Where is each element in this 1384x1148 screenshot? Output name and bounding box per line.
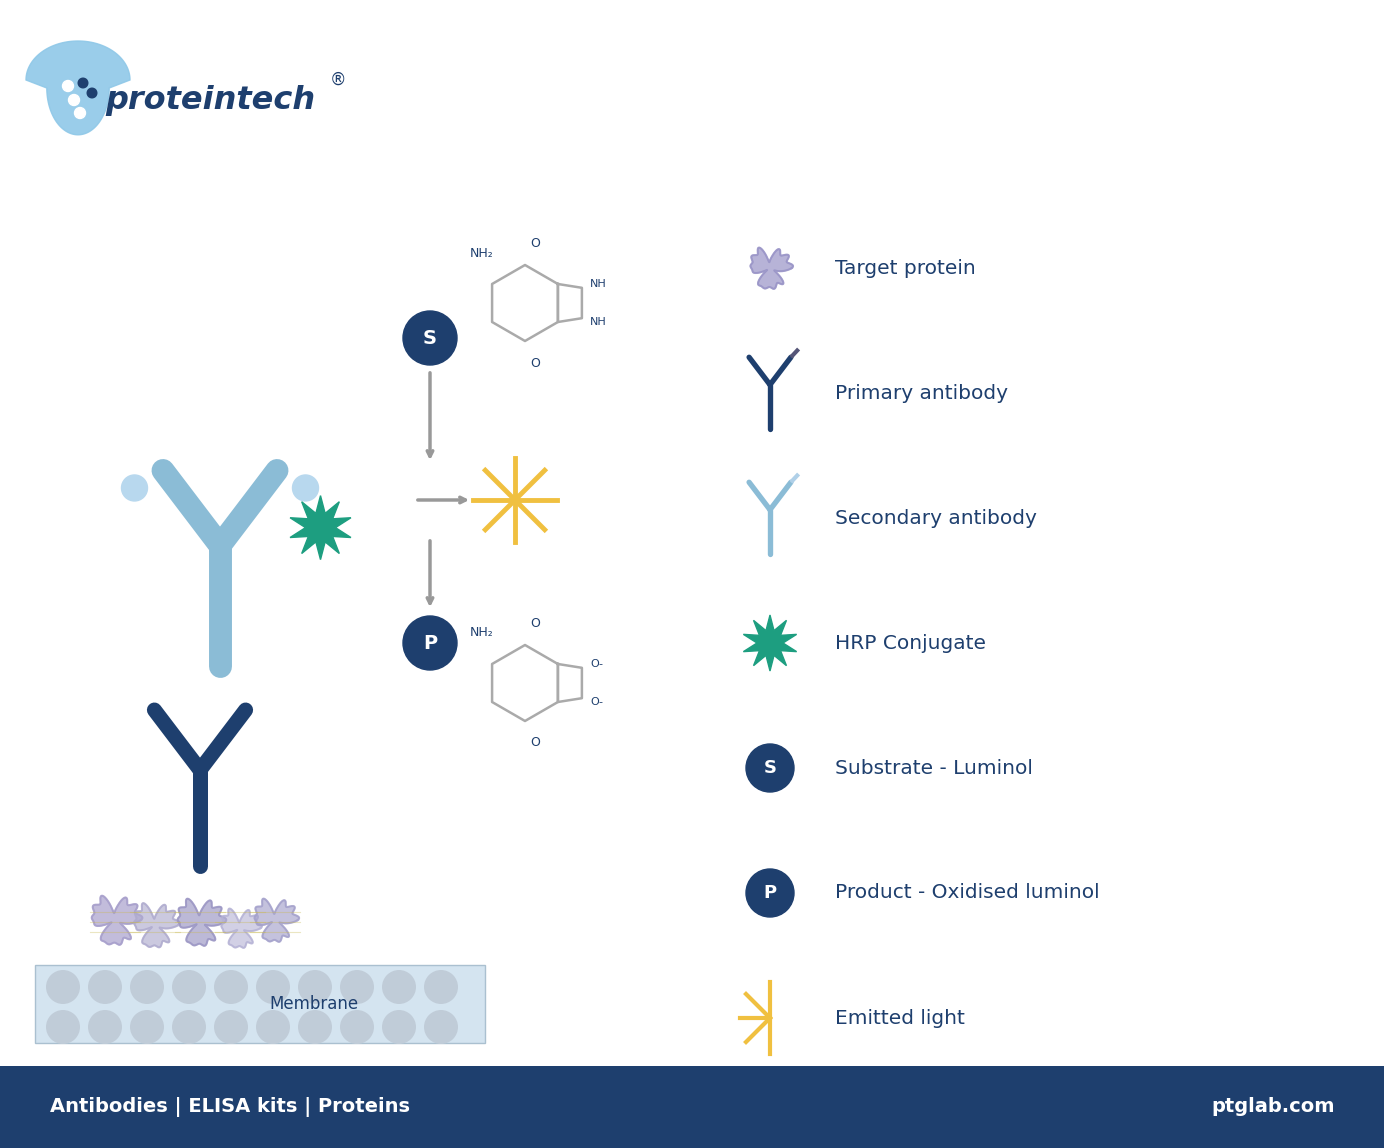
- Polygon shape: [91, 895, 143, 945]
- Text: proteintech: proteintech: [105, 85, 316, 116]
- Polygon shape: [177, 899, 226, 946]
- Circle shape: [130, 1010, 163, 1044]
- Text: O-: O-: [590, 697, 603, 707]
- Circle shape: [172, 1010, 206, 1044]
- Text: ptglab.com: ptglab.com: [1211, 1097, 1336, 1117]
- Polygon shape: [743, 615, 797, 670]
- Text: Membrane: Membrane: [270, 995, 358, 1013]
- Circle shape: [256, 1010, 291, 1044]
- Circle shape: [340, 1010, 374, 1044]
- Polygon shape: [750, 248, 793, 289]
- Circle shape: [424, 970, 458, 1004]
- Circle shape: [215, 1010, 248, 1044]
- Circle shape: [298, 1010, 332, 1044]
- Text: Product - Oxidised luminol: Product - Oxidised luminol: [835, 884, 1100, 902]
- Polygon shape: [221, 908, 262, 948]
- Circle shape: [424, 1010, 458, 1044]
- Text: Primary antibody: Primary antibody: [835, 383, 1008, 403]
- Circle shape: [403, 616, 457, 670]
- Circle shape: [382, 1010, 417, 1044]
- Circle shape: [746, 744, 794, 792]
- Text: HRP Conjugate: HRP Conjugate: [835, 634, 985, 652]
- Circle shape: [79, 78, 87, 87]
- Circle shape: [172, 970, 206, 1004]
- Text: ®: ®: [329, 71, 346, 90]
- Text: Substrate - Luminol: Substrate - Luminol: [835, 759, 1032, 777]
- Text: O: O: [530, 357, 540, 370]
- Bar: [35, 965, 484, 1044]
- Text: Target protein: Target protein: [835, 258, 976, 278]
- Polygon shape: [134, 903, 180, 947]
- Circle shape: [292, 475, 318, 501]
- Bar: [0, 1066, 1384, 1148]
- Text: O: O: [530, 737, 540, 750]
- Polygon shape: [255, 899, 299, 941]
- Circle shape: [340, 970, 374, 1004]
- Circle shape: [122, 475, 148, 501]
- Text: NH₂: NH₂: [471, 247, 494, 259]
- Circle shape: [68, 94, 79, 106]
- Circle shape: [298, 970, 332, 1004]
- Text: NH₂: NH₂: [471, 627, 494, 639]
- Text: S: S: [764, 759, 776, 777]
- Circle shape: [256, 970, 291, 1004]
- Text: S: S: [424, 328, 437, 348]
- Text: O: O: [530, 236, 540, 249]
- Circle shape: [382, 970, 417, 1004]
- Circle shape: [75, 108, 86, 118]
- Circle shape: [746, 869, 794, 917]
- Text: Antibodies | ELISA kits | Proteins: Antibodies | ELISA kits | Proteins: [50, 1097, 410, 1117]
- Circle shape: [89, 970, 122, 1004]
- Circle shape: [62, 80, 73, 92]
- Polygon shape: [291, 496, 352, 559]
- Text: P: P: [764, 884, 776, 902]
- Text: O: O: [530, 616, 540, 629]
- Text: NH: NH: [590, 317, 606, 327]
- Circle shape: [130, 970, 163, 1004]
- Circle shape: [215, 970, 248, 1004]
- Circle shape: [46, 1010, 80, 1044]
- Text: Emitted light: Emitted light: [835, 1008, 965, 1027]
- Text: O-: O-: [590, 659, 603, 669]
- Circle shape: [89, 1010, 122, 1044]
- Text: Secondary antibody: Secondary antibody: [835, 509, 1037, 527]
- Circle shape: [403, 311, 457, 365]
- Circle shape: [87, 88, 97, 98]
- Text: NH: NH: [590, 279, 606, 289]
- Text: P: P: [424, 634, 437, 652]
- Circle shape: [46, 970, 80, 1004]
- Polygon shape: [26, 41, 130, 134]
